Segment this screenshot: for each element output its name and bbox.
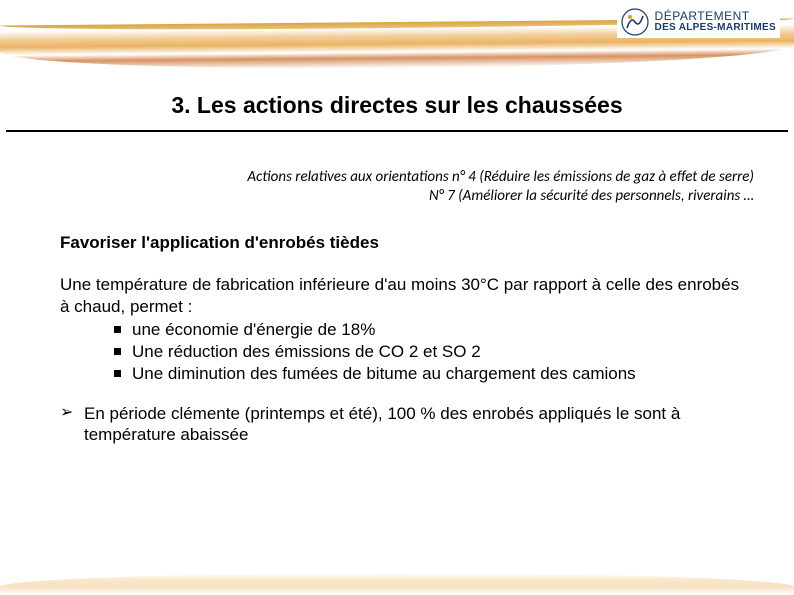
title-underline bbox=[6, 130, 788, 132]
list-item: une économie d'énergie de 18% bbox=[114, 319, 744, 341]
logo-text: DÉPARTEMENT DES ALPES-MARITIMES bbox=[655, 10, 776, 33]
bullet-list: une économie d'énergie de 18% Une réduct… bbox=[60, 319, 744, 384]
slide-title-wrap: 3. Les actions directes sur les chaussée… bbox=[0, 92, 794, 119]
wave-bottom bbox=[0, 573, 794, 595]
list-item: Une réduction des émissions de CO 2 et S… bbox=[114, 341, 744, 363]
orientations-note: Actions relatives aux orientations n° 4 … bbox=[60, 168, 754, 206]
orientation-line2: N° 7 (Améliorer la sécurité des personne… bbox=[60, 187, 754, 206]
conclusion-line: En période clémente (printemps et été), … bbox=[60, 403, 744, 447]
subheading: Favoriser l'application d'enrobés tièdes bbox=[60, 232, 744, 254]
slide-title: 3. Les actions directes sur les chaussée… bbox=[0, 92, 794, 119]
slide-body: Favoriser l'application d'enrobés tièdes… bbox=[60, 232, 744, 446]
list-item: Une diminution des fumées de bitume au c… bbox=[114, 363, 744, 385]
logo-mark-icon bbox=[621, 8, 649, 36]
intro-paragraph: Une température de fabrication inférieur… bbox=[60, 274, 744, 318]
department-logo: DÉPARTEMENT DES ALPES-MARITIMES bbox=[617, 6, 780, 38]
orientation-line1: Actions relatives aux orientations n° 4 … bbox=[60, 168, 754, 187]
logo-line2: DES ALPES-MARITIMES bbox=[655, 23, 776, 34]
